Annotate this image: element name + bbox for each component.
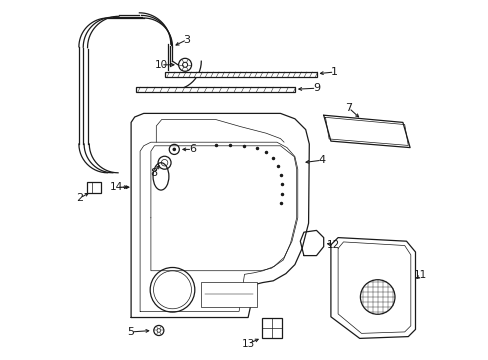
Bar	[165, 72, 316, 77]
Text: 6: 6	[188, 144, 195, 154]
Bar	[261, 318, 281, 338]
Text: 13: 13	[241, 339, 254, 349]
Text: 4: 4	[318, 155, 325, 165]
Text: 9: 9	[312, 83, 320, 93]
Text: 12: 12	[326, 240, 340, 250]
Text: 8: 8	[150, 168, 157, 178]
Bar	[201, 282, 257, 307]
Bar	[136, 87, 294, 92]
Text: 7: 7	[345, 103, 352, 113]
Text: 11: 11	[413, 270, 427, 280]
Text: 3: 3	[183, 35, 190, 45]
Text: 2: 2	[76, 193, 83, 203]
Text: 10: 10	[154, 60, 167, 70]
Text: 1: 1	[330, 67, 337, 77]
Text: 14: 14	[110, 182, 123, 192]
Bar	[87, 182, 101, 193]
Circle shape	[172, 148, 176, 151]
Text: 5: 5	[127, 327, 134, 337]
